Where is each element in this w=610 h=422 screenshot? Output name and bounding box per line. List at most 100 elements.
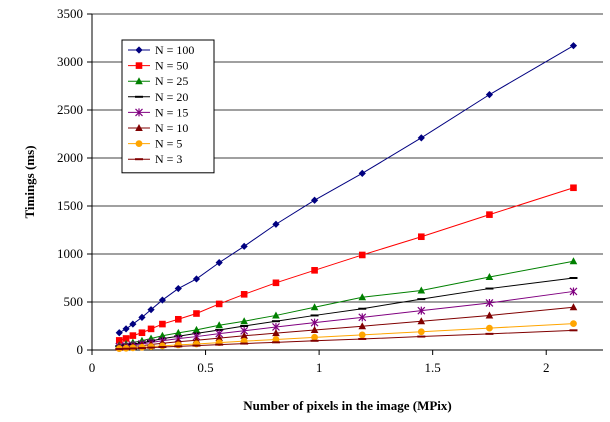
data-point [174, 284, 182, 293]
data-point [272, 329, 280, 337]
data-point [240, 317, 248, 325]
data-point [192, 325, 201, 333]
data-point [486, 324, 493, 332]
data-point [147, 334, 155, 342]
x-tick-label: 2 [543, 360, 550, 375]
data-point [310, 303, 319, 311]
data-point [358, 293, 367, 301]
legend-entry: N = 15 [128, 105, 188, 119]
y-tick-label: 3500 [57, 6, 83, 21]
data-point [358, 313, 367, 322]
data-point [158, 296, 167, 304]
data-point [240, 291, 248, 298]
legend-label: N = 5 [155, 137, 182, 151]
legend-entry: N = 3 [128, 152, 182, 166]
legend-label: N = 100 [155, 43, 194, 57]
series-line [119, 187, 574, 341]
series-n-100 [115, 42, 578, 337]
legend-marker [135, 62, 143, 69]
x-tick-label: 0 [89, 360, 96, 375]
y-axis-title: Timings (ms) [22, 145, 37, 218]
data-point [310, 326, 319, 334]
data-point [311, 333, 318, 341]
data-point [215, 300, 223, 308]
data-point [175, 315, 182, 323]
data-point [569, 303, 578, 311]
series-line [119, 260, 574, 346]
data-point [358, 251, 366, 259]
data-point [570, 320, 577, 327]
series-line [119, 329, 574, 350]
series-line [119, 306, 574, 349]
legend-marker [135, 108, 143, 117]
data-point [417, 328, 425, 336]
data-point [174, 328, 183, 336]
data-point [569, 287, 578, 296]
data-point [272, 336, 280, 343]
data-point [215, 334, 223, 342]
data-point [147, 325, 155, 333]
legend-label: N = 10 [155, 121, 188, 135]
series-line [119, 277, 574, 347]
data-point [193, 310, 200, 317]
series [115, 42, 578, 352]
data-point [417, 317, 426, 325]
data-point [417, 306, 426, 315]
legend-entry: N = 50 [128, 59, 188, 73]
data-point [486, 211, 493, 218]
series-line [119, 323, 574, 350]
data-point [358, 322, 367, 330]
data-point [115, 337, 123, 344]
y-tick-label: 500 [64, 294, 84, 309]
series-n-5 [115, 320, 577, 352]
legend-label: N = 3 [155, 152, 182, 166]
data-point [272, 311, 280, 319]
y-tick-label: 0 [77, 342, 84, 357]
data-point [115, 329, 123, 337]
series-line [119, 290, 574, 348]
legend-entry: N = 100 [128, 43, 194, 57]
data-point [417, 286, 426, 294]
legend-entry: N = 25 [128, 74, 188, 88]
data-point [570, 184, 577, 192]
data-point [311, 267, 318, 274]
legend-box [121, 39, 215, 174]
axes [91, 14, 603, 351]
data-point [122, 335, 130, 342]
legend-label: N = 15 [155, 105, 188, 119]
legend-marker [135, 77, 143, 85]
legend-entry: N = 5 [128, 137, 182, 151]
series-n-50 [115, 184, 577, 344]
data-point [569, 257, 578, 265]
y-tick-label: 2500 [57, 102, 83, 117]
data-point [158, 331, 167, 339]
data-point [138, 329, 146, 337]
y-tick-label: 2000 [57, 150, 83, 165]
data-point [159, 320, 166, 328]
x-tick-label: 0.5 [197, 360, 213, 375]
data-point [485, 311, 494, 319]
legend-entry: N = 10 [128, 121, 188, 135]
data-point [147, 306, 155, 314]
legend-label: N = 20 [155, 90, 188, 104]
data-point [485, 298, 494, 307]
data-point [129, 332, 137, 339]
legend-entry: N = 20 [128, 90, 188, 104]
legend-label: N = 25 [155, 74, 188, 88]
data-point [159, 342, 166, 350]
data-point [358, 169, 366, 177]
legend-marker [135, 46, 143, 54]
series-n-25 [115, 257, 578, 349]
data-point [358, 331, 366, 339]
data-point [215, 259, 223, 267]
legend-marker [135, 124, 143, 131]
y-tick-label: 1000 [57, 246, 83, 261]
data-point [240, 242, 248, 250]
data-point [310, 318, 319, 327]
x-tick-label: 1 [316, 360, 323, 375]
data-point [485, 91, 494, 99]
data-point [240, 331, 248, 339]
legend: N = 100 N = 50N = 25 N = 20N = 15 N = 10 N =… [121, 39, 215, 174]
